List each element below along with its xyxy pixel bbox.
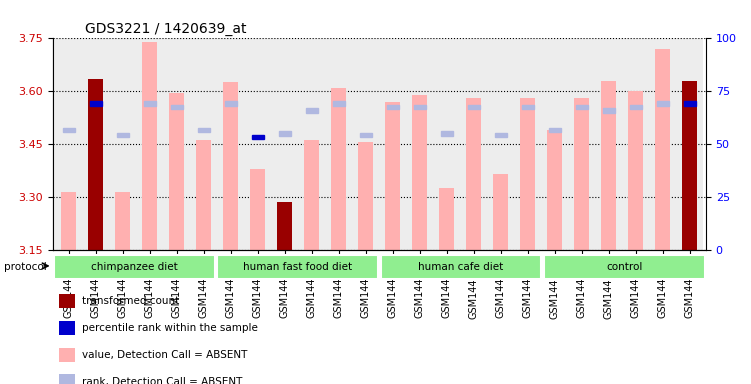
- Bar: [433, 38, 460, 250]
- Bar: [56, 38, 83, 250]
- Bar: [547, 130, 562, 250]
- Text: protocol: protocol: [4, 262, 47, 272]
- FancyBboxPatch shape: [468, 105, 480, 109]
- Bar: [575, 98, 590, 250]
- Bar: [683, 81, 697, 250]
- Bar: [406, 38, 433, 250]
- Text: human fast food diet: human fast food diet: [243, 262, 352, 272]
- Bar: [629, 91, 643, 250]
- FancyBboxPatch shape: [143, 101, 156, 106]
- Bar: [109, 38, 136, 250]
- Bar: [520, 98, 535, 250]
- Bar: [244, 38, 271, 250]
- FancyBboxPatch shape: [656, 101, 669, 106]
- Text: GDS3221 / 1420639_at: GDS3221 / 1420639_at: [86, 22, 247, 36]
- FancyBboxPatch shape: [62, 128, 75, 132]
- FancyBboxPatch shape: [441, 131, 453, 136]
- Bar: [602, 81, 616, 250]
- Bar: [596, 38, 623, 250]
- FancyBboxPatch shape: [170, 105, 182, 109]
- Bar: [385, 102, 400, 250]
- Bar: [623, 38, 650, 250]
- Bar: [514, 38, 541, 250]
- FancyBboxPatch shape: [59, 348, 75, 362]
- Bar: [466, 98, 481, 250]
- FancyBboxPatch shape: [414, 105, 426, 109]
- FancyBboxPatch shape: [602, 108, 615, 113]
- Bar: [136, 38, 163, 250]
- Bar: [143, 42, 157, 250]
- Text: chimpanzee diet: chimpanzee diet: [91, 262, 178, 272]
- FancyBboxPatch shape: [522, 105, 534, 109]
- Text: control: control: [606, 262, 642, 272]
- FancyBboxPatch shape: [59, 294, 75, 308]
- Bar: [650, 38, 676, 250]
- FancyBboxPatch shape: [683, 101, 696, 106]
- Bar: [217, 38, 244, 250]
- Bar: [656, 49, 670, 250]
- Bar: [569, 38, 596, 250]
- Bar: [439, 188, 454, 250]
- Text: percentile rank within the sample: percentile rank within the sample: [82, 323, 258, 333]
- FancyBboxPatch shape: [333, 101, 345, 106]
- FancyBboxPatch shape: [225, 101, 237, 106]
- Bar: [358, 142, 373, 250]
- Bar: [541, 38, 569, 250]
- Bar: [163, 38, 190, 250]
- Bar: [352, 38, 379, 250]
- Bar: [379, 38, 406, 250]
- Bar: [250, 169, 265, 250]
- FancyBboxPatch shape: [89, 101, 102, 106]
- Bar: [304, 141, 319, 250]
- Bar: [196, 140, 211, 250]
- FancyBboxPatch shape: [217, 255, 378, 279]
- FancyBboxPatch shape: [549, 128, 561, 132]
- Bar: [460, 38, 487, 250]
- FancyBboxPatch shape: [54, 255, 215, 279]
- Bar: [271, 38, 298, 250]
- Text: rank, Detection Call = ABSENT: rank, Detection Call = ABSENT: [82, 377, 243, 384]
- Text: value, Detection Call = ABSENT: value, Detection Call = ABSENT: [82, 350, 247, 360]
- Bar: [331, 88, 346, 250]
- Bar: [83, 38, 109, 250]
- FancyBboxPatch shape: [629, 105, 642, 109]
- FancyBboxPatch shape: [381, 255, 541, 279]
- Text: transformed count: transformed count: [82, 296, 179, 306]
- Bar: [325, 38, 352, 250]
- Bar: [116, 192, 130, 250]
- FancyBboxPatch shape: [360, 133, 372, 137]
- FancyBboxPatch shape: [387, 105, 399, 109]
- FancyBboxPatch shape: [544, 255, 704, 279]
- FancyBboxPatch shape: [279, 131, 291, 136]
- Bar: [190, 38, 217, 250]
- Bar: [169, 93, 184, 250]
- Bar: [487, 38, 514, 250]
- Bar: [223, 83, 238, 250]
- Bar: [62, 192, 76, 250]
- Bar: [89, 79, 103, 250]
- Bar: [412, 95, 427, 250]
- FancyBboxPatch shape: [198, 128, 210, 132]
- FancyBboxPatch shape: [59, 321, 75, 335]
- FancyBboxPatch shape: [59, 374, 75, 384]
- Bar: [676, 38, 703, 250]
- FancyBboxPatch shape: [306, 108, 318, 113]
- FancyBboxPatch shape: [495, 133, 507, 137]
- Bar: [277, 202, 292, 250]
- FancyBboxPatch shape: [576, 105, 588, 109]
- Bar: [493, 174, 508, 250]
- FancyBboxPatch shape: [116, 133, 129, 137]
- FancyBboxPatch shape: [252, 135, 264, 139]
- Text: human cafe diet: human cafe diet: [418, 262, 504, 272]
- Bar: [298, 38, 325, 250]
